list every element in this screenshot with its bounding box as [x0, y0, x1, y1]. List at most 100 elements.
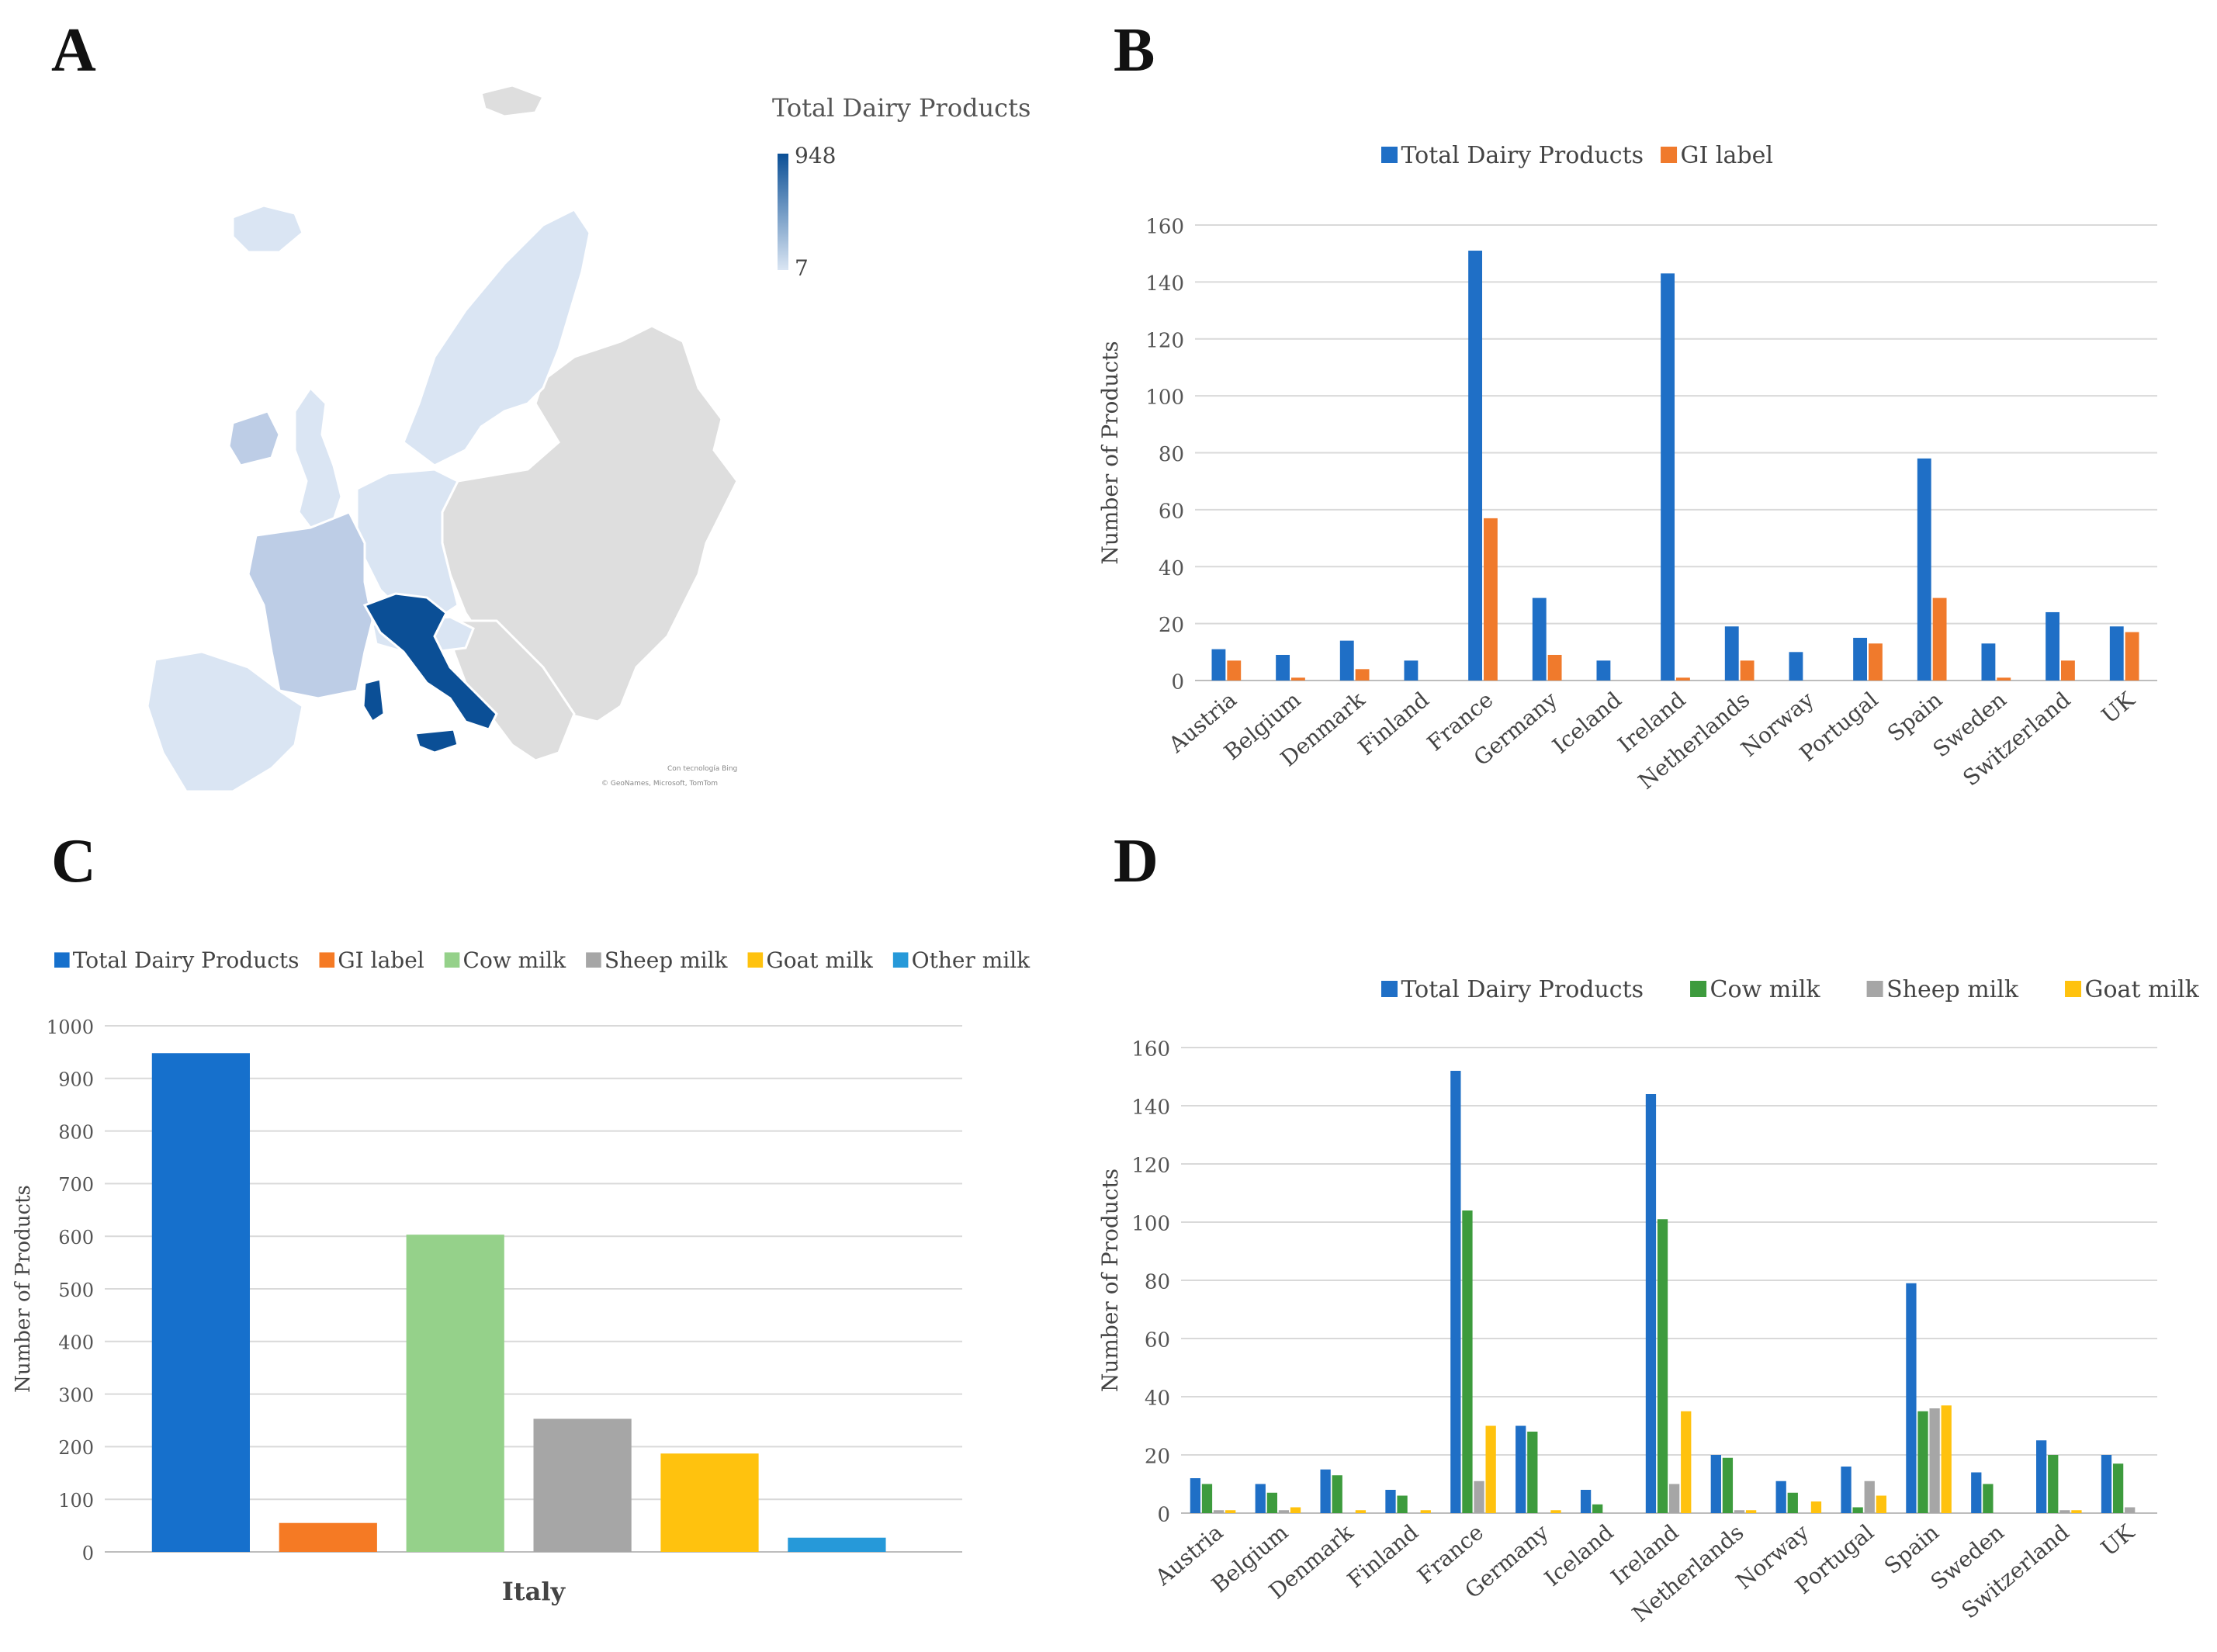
map-region-france: [247, 511, 374, 700]
y-tick-label: 0: [82, 1543, 94, 1564]
legend-label-gi-label: GI label: [1681, 142, 1773, 169]
bar-france-total-dairy-products: [1450, 1071, 1461, 1513]
bar-portugal-total-dairy-products: [1853, 637, 1868, 681]
map-region-uk: [293, 386, 343, 529]
y-tick-label: 60: [1145, 1329, 1170, 1352]
bar-norway-total-dairy-products: [1789, 652, 1803, 681]
y-tick-label: 500: [58, 1280, 94, 1301]
bar-iceland-total-dairy-products: [1580, 1490, 1592, 1513]
y-tick-label: 120: [1145, 329, 1184, 352]
y-tick-label: 160: [1145, 216, 1184, 239]
bar-sweden-total-dairy-products: [1981, 643, 1996, 681]
map-region-ireland: [227, 410, 281, 467]
y-tick-label: 100: [58, 1490, 94, 1512]
bar-france-gi-label: [1484, 518, 1498, 681]
bar-norway-cow-milk: [1787, 1492, 1798, 1513]
bar-spain-total-dairy-products: [1917, 458, 1931, 681]
map-region-iceland-north: [480, 84, 546, 118]
bar-portugal-total-dairy-products: [1841, 1467, 1852, 1513]
bar-denmark-goat-milk: [1355, 1510, 1367, 1513]
bar-ireland-cow-milk: [1657, 1219, 1668, 1513]
bar-austria-gi-label: [1227, 660, 1242, 681]
x-tick-label: UK: [2096, 1519, 2139, 1561]
y-tick-label: 40: [1145, 1387, 1170, 1411]
bar-netherlands-goat-milk: [1745, 1510, 1757, 1513]
legend-swatch-goat-milk: [747, 952, 764, 968]
bar-belgium-total-dairy-products: [1276, 654, 1290, 681]
bar-norway-goat-milk: [1810, 1501, 1822, 1513]
legend-swatch-gi-label: [1661, 147, 1678, 163]
y-tick-label: 800: [58, 1121, 94, 1143]
y-tick-label: 40: [1159, 557, 1184, 580]
bar-denmark-cow-milk: [1332, 1475, 1342, 1513]
bar-portugal-cow-milk: [1852, 1507, 1863, 1513]
bar-austria-total-dairy-products: [1190, 1478, 1201, 1513]
bar-switzerland-goat-milk: [2071, 1510, 2082, 1513]
map-region-scandinavia: [402, 208, 591, 467]
bar-uk-gi-label: [2125, 632, 2139, 681]
y-tick-label: 100: [1145, 386, 1184, 410]
bar-italy-goat-milk: [660, 1453, 759, 1552]
bar-denmark-total-dairy-products: [1320, 1469, 1331, 1513]
legend-label-total-dairy-products: Total Dairy Products: [73, 947, 300, 973]
map-region-iceland: [231, 204, 304, 254]
legend-label-total-dairy-products: Total Dairy Products: [1401, 976, 1644, 1003]
legend-label-other-milk: Other milk: [912, 947, 1031, 973]
bar-belgium-goat-milk: [1290, 1507, 1301, 1513]
bar-spain-gi-label: [1932, 597, 1947, 681]
x-tick-label: Netherlands: [1627, 1519, 1748, 1627]
bar-netherlands-gi-label: [1740, 660, 1755, 681]
map-region-balkans: [449, 619, 576, 762]
legend-label-goat-milk: Goat milk: [766, 947, 874, 973]
y-tick-label: 140: [1145, 272, 1184, 296]
bar-switzerland-total-dairy-products: [2036, 1440, 2047, 1513]
map-region-benelux-germany: [355, 468, 460, 622]
y-tick-label: 200: [58, 1437, 94, 1459]
legend-swatch-goat-milk: [2065, 981, 2082, 997]
bar-france-cow-milk: [1462, 1210, 1473, 1513]
bar-spain-sheep-milk: [1929, 1408, 1940, 1513]
bar-ireland-total-dairy-products: [1661, 273, 1675, 681]
bar-italy-other-milk: [788, 1537, 886, 1552]
bar-belgium-total-dairy-products: [1255, 1484, 1266, 1513]
bar-austria-total-dairy-products: [1211, 649, 1226, 681]
bar-ireland-gi-label: [1676, 677, 1690, 681]
y-tick-label: 60: [1159, 500, 1184, 523]
legend-label-sheep-milk: Sheep milk: [1886, 976, 2019, 1003]
legend-label-total-dairy-products: Total Dairy Products: [1401, 142, 1644, 169]
bar-uk-total-dairy-products: [2109, 626, 2124, 681]
bar-uk-sheep-milk: [2125, 1507, 2136, 1513]
legend-swatch-total-dairy-products: [54, 952, 70, 968]
y-tick-label: 20: [1159, 614, 1184, 637]
y-tick-label: 900: [58, 1069, 94, 1091]
x-tick-label: Iceland: [1540, 1519, 1619, 1591]
legend-swatch-total-dairy-products: [1381, 147, 1398, 163]
bar-switzerland-cow-milk: [2048, 1455, 2059, 1513]
bar-italy-gi-label: [279, 1522, 377, 1552]
legend-label-goat-milk: Goat milk: [2085, 976, 2200, 1003]
map-color-scale: [778, 154, 788, 270]
map-credit-line1: Con tecnología Bing: [667, 765, 737, 773]
bar-france-sheep-milk: [1474, 1481, 1484, 1513]
bar-finland-total-dairy-products: [1385, 1490, 1396, 1513]
bar-netherlands-total-dairy-products: [1724, 626, 1739, 681]
bar-austria-cow-milk: [1201, 1484, 1213, 1513]
bar-france-total-dairy-products: [1468, 251, 1483, 681]
bar-sweden-cow-milk: [1983, 1484, 1994, 1513]
y-tick-label: 160: [1131, 1038, 1170, 1062]
bar-germany-total-dairy-products: [1516, 1425, 1526, 1513]
legend-label-gi-label: GI label: [338, 947, 424, 973]
bar-germany-total-dairy-products: [1532, 597, 1547, 681]
legend-label-sheep-milk: Sheep milk: [604, 947, 729, 973]
bar-switzerland-total-dairy-products: [2046, 611, 2060, 681]
y-tick-label: 100: [1131, 1213, 1170, 1236]
y-tick-label: 120: [1131, 1155, 1170, 1178]
bar-sweden-total-dairy-products: [1971, 1472, 1982, 1513]
x-tick-label: Netherlands: [1633, 687, 1755, 795]
y-tick-label: 0: [1171, 671, 1184, 694]
y-tick-label: 80: [1145, 1271, 1170, 1294]
bar-france-goat-milk: [1485, 1425, 1496, 1513]
bar-germany-goat-milk: [1550, 1510, 1561, 1513]
chart-c: Total Dairy Products GI label Cow milk Shee…: [12, 947, 1031, 1606]
map-scale-min: 7: [795, 255, 809, 281]
